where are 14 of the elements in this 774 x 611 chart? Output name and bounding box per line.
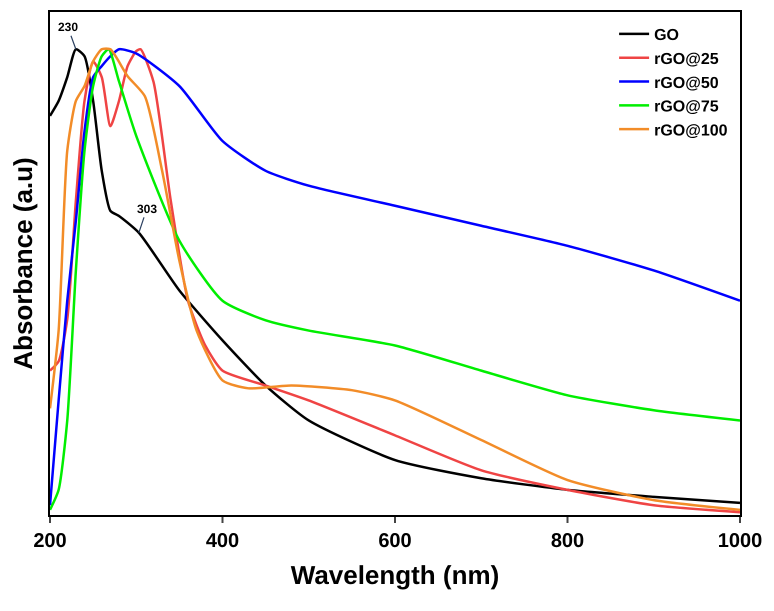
annotation: 230: [58, 20, 78, 34]
legend-label: rGO@75: [654, 98, 719, 116]
legend-label: rGO@50: [654, 74, 719, 92]
legend-label: rGO@100: [654, 122, 728, 140]
x-tick-label: 400: [206, 530, 240, 552]
annotation: 303: [137, 202, 158, 216]
x-tick-label: 200: [33, 530, 67, 552]
legend-label: rGO@25: [654, 50, 719, 68]
x-tick-label: 1000: [718, 530, 762, 552]
legend-label: GO: [654, 27, 679, 44]
x-tick-label: 600: [378, 530, 412, 552]
x-axis-title: Wavelength (nm): [290, 560, 500, 590]
y-axis-title: Absorbance (a.u): [8, 157, 38, 370]
x-tick-label: 800: [550, 530, 584, 552]
